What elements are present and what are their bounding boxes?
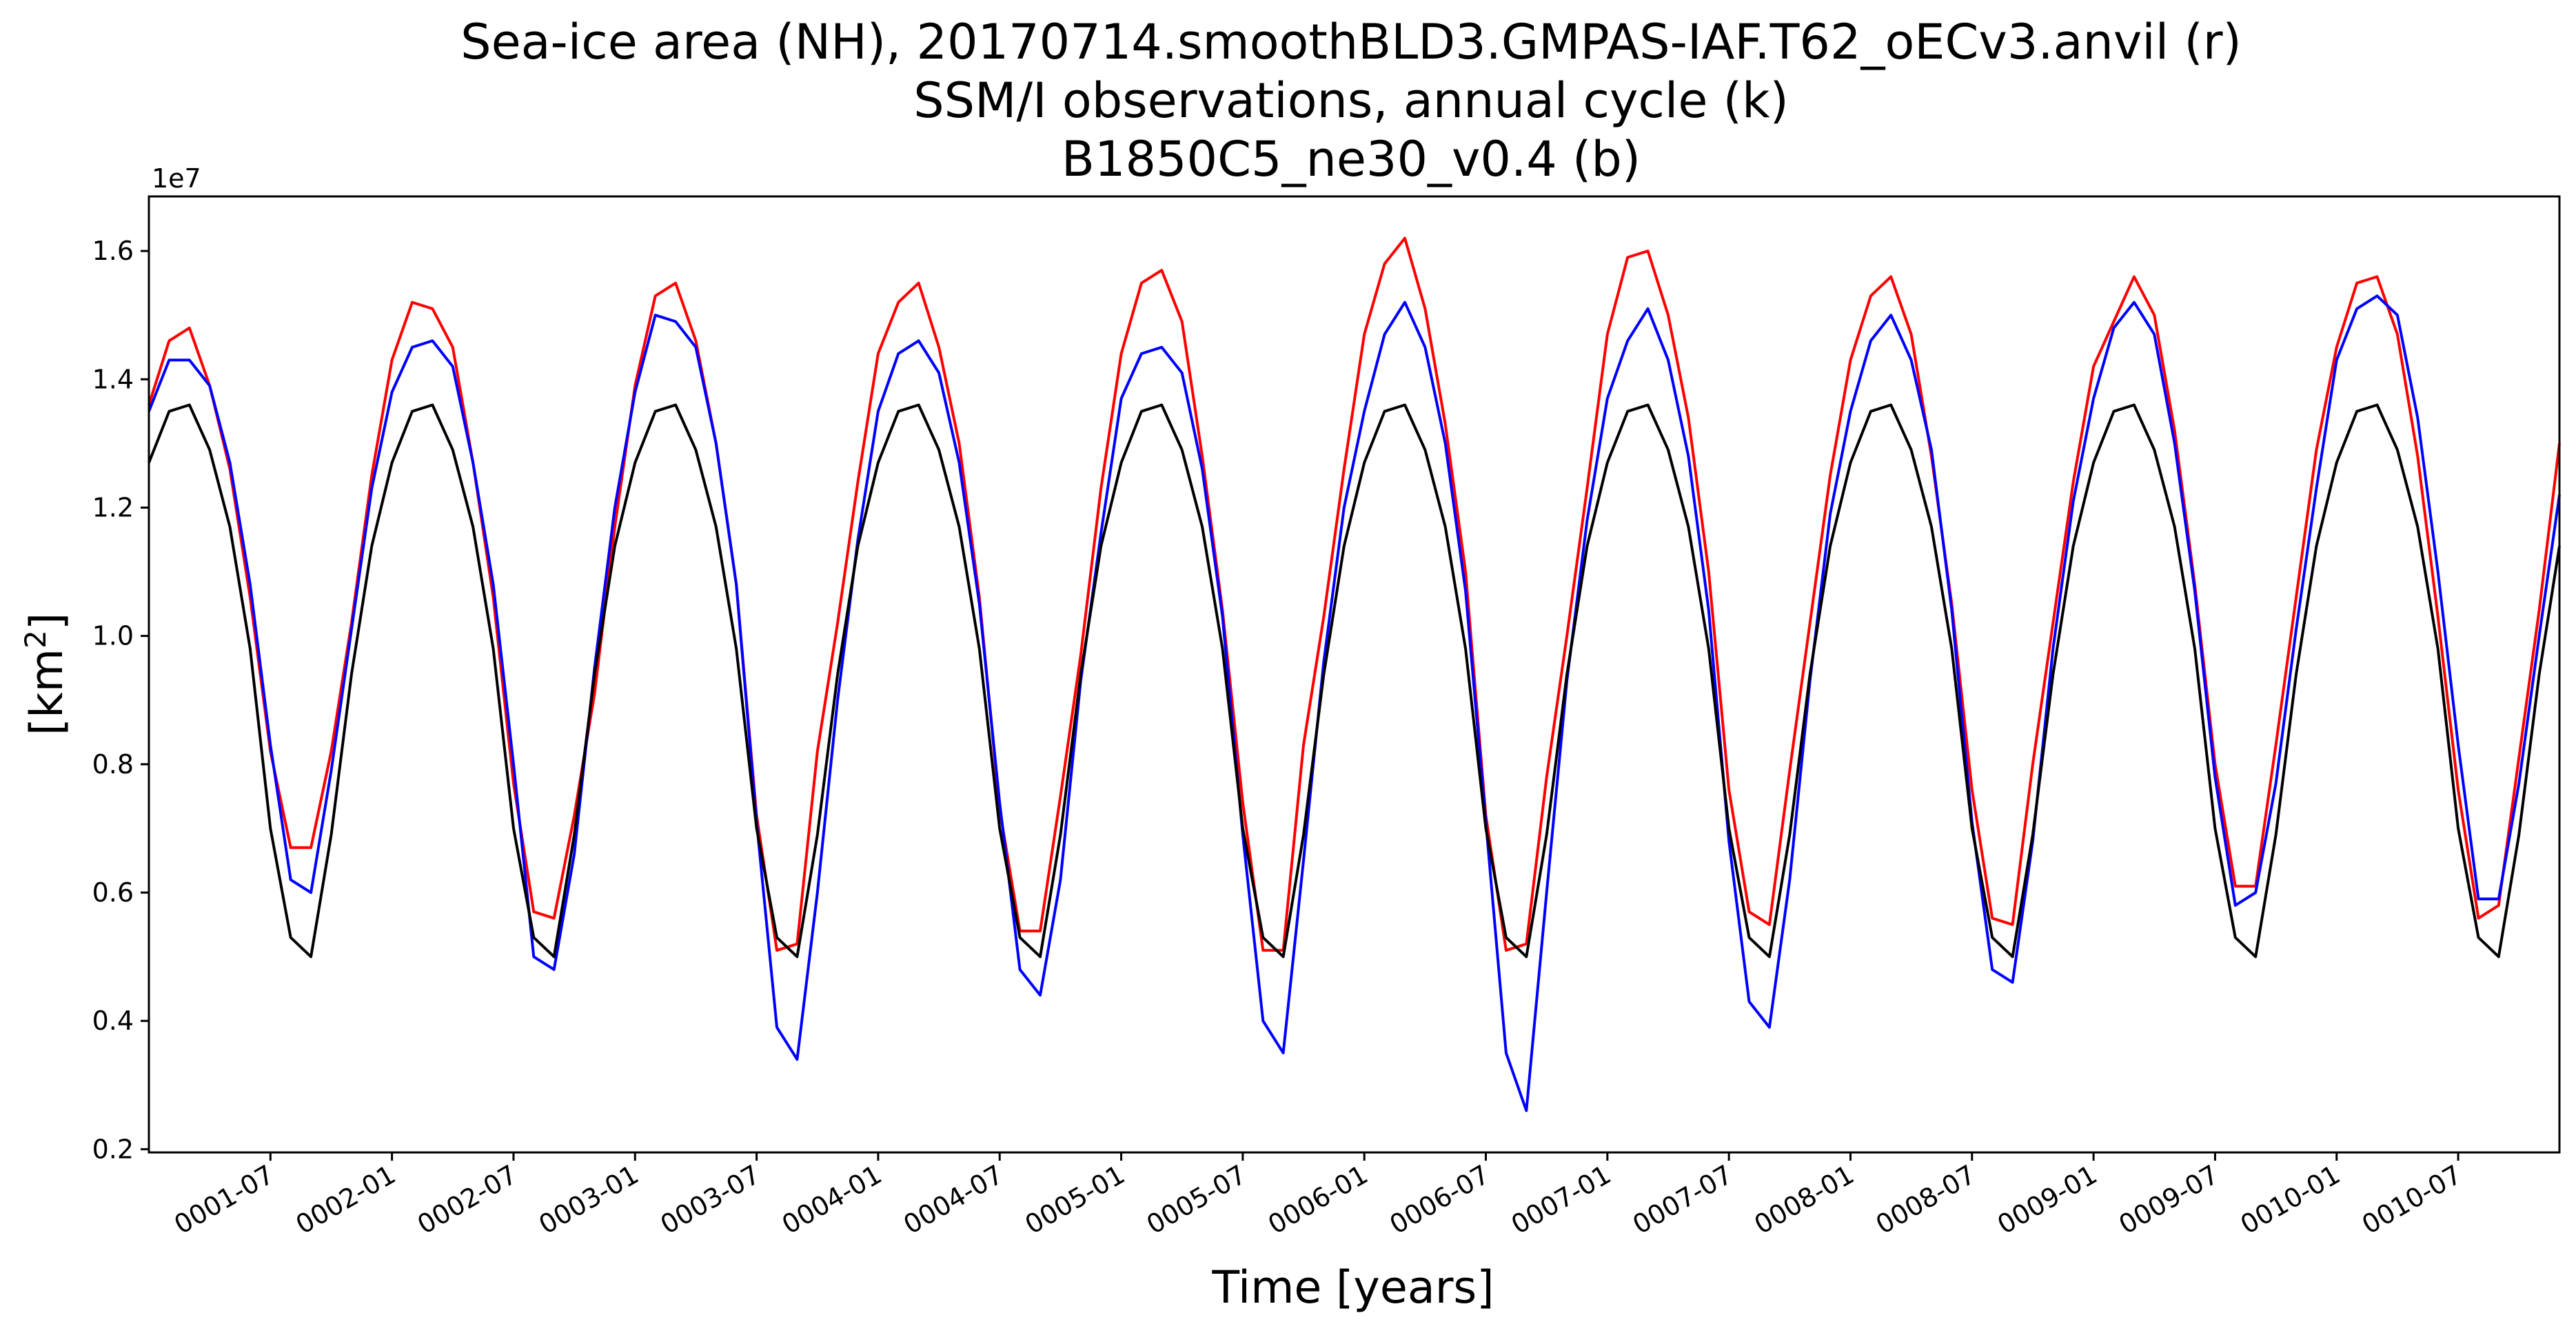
x-tick-label: 0001-07 (169, 1159, 279, 1240)
x-tick-label: 0005-01 (1020, 1159, 1130, 1240)
title-line-2: SSM/I observations, annual cycle (k) (913, 72, 1789, 129)
x-tick-label: 0009-07 (2113, 1159, 2224, 1240)
y-tick-label: 0.4 (92, 1006, 134, 1036)
x-tick-label: 0008-01 (1749, 1159, 1859, 1240)
series-line-b (148, 294, 2561, 1112)
y-tick-label: 0.6 (92, 877, 134, 908)
y-tick-label: 1.2 (92, 492, 134, 522)
x-tick-label: 0008-07 (1871, 1159, 1981, 1240)
series-group (148, 236, 2561, 1112)
y-tick-label: 1.6 (92, 236, 134, 266)
x-tick-label: 0006-07 (1385, 1159, 1495, 1240)
x-tick-label: 0004-07 (898, 1159, 1008, 1240)
y-axis-offset-label: 1e7 (152, 163, 201, 194)
y-axis-label: [km2] (19, 613, 73, 735)
title-line-1: Sea-ice area (NH), 20170714.smoothBLD3.G… (460, 14, 2242, 70)
x-tick-label: 0007-07 (1627, 1159, 1738, 1240)
x-tick-label: 0003-07 (656, 1159, 766, 1240)
y-tick-label: 1.4 (92, 364, 134, 394)
y-tick-label: 1.0 (92, 621, 134, 651)
x-tick-label: 0002-07 (412, 1159, 523, 1240)
y-axis-label-superscript: 2 (19, 630, 52, 649)
y-axis-ticks: 0.2 0.4 0.6 0.8 1.0 1.2 1.4 1.6 (92, 236, 149, 1164)
title-line-3: B1850C5_ne30_v0.4 (b) (1062, 131, 1641, 187)
y-tick-label: 0.2 (92, 1134, 134, 1164)
x-tick-label: 0004-01 (777, 1159, 887, 1240)
x-tick-label: 0006-01 (1263, 1159, 1373, 1240)
chart-title: Sea-ice area (NH), 20170714.smoothBLD3.G… (460, 14, 2242, 187)
series-line-r (148, 236, 2561, 952)
x-tick-label: 0009-01 (1992, 1159, 2102, 1240)
plot-area-frame (148, 195, 2561, 1154)
y-axis-label-base: [km (21, 649, 73, 735)
x-tick-label: 0007-01 (1506, 1159, 1616, 1240)
y-axis-label-end: ] (21, 613, 73, 630)
series-line-k (148, 403, 2561, 959)
x-tick-label: 0010-07 (2357, 1159, 2467, 1240)
x-tick-label: 0005-07 (1142, 1159, 1252, 1240)
y-tick-label: 0.8 (92, 749, 134, 780)
x-axis-ticks: 0001-07 0002-01 0002-07 0003-01 0003-07 0004-… (169, 1152, 2467, 1240)
x-tick-label: 0010-01 (2235, 1159, 2346, 1240)
x-tick-label: 0002-01 (291, 1159, 401, 1240)
x-tick-label: 0003-01 (534, 1159, 644, 1240)
x-axis-label: Time [years] (1211, 1262, 1494, 1314)
